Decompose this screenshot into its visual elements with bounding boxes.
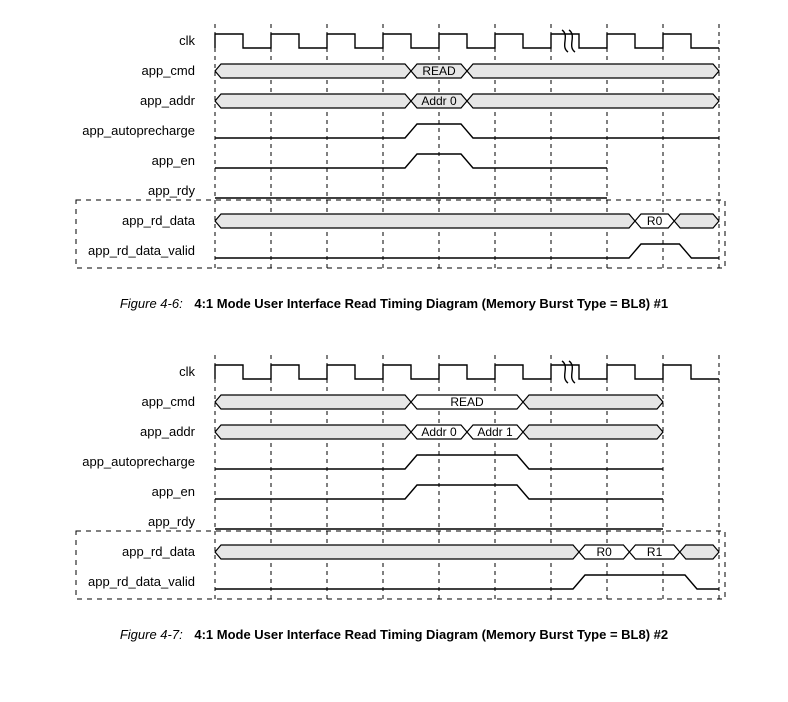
svg-text:app_cmd: app_cmd [142, 394, 195, 409]
caption-title-1: 4:1 Mode User Interface Read Timing Diag… [194, 296, 668, 311]
timing-svg-1: clk app_cmd READ app_addr Addr 0 app_autoprec… [20, 20, 780, 278]
svg-text:R0: R0 [647, 214, 663, 228]
svg-text:app_rdy: app_rdy [148, 514, 195, 529]
svg-text:app_rd_data: app_rd_data [122, 544, 196, 559]
svg-text:app_autoprecharge: app_autoprecharge [82, 123, 195, 138]
svg-text:R1: R1 [647, 545, 663, 559]
svg-text:app_addr: app_addr [140, 424, 196, 439]
svg-text:app_addr: app_addr [140, 93, 196, 108]
svg-text:app_rdy: app_rdy [148, 183, 195, 198]
svg-text:app_en: app_en [152, 484, 195, 499]
svg-text:Addr 0: Addr 0 [421, 425, 457, 439]
svg-text:app_cmd: app_cmd [142, 63, 195, 78]
caption-title-2: 4:1 Mode User Interface Read Timing Diag… [194, 627, 668, 642]
timing-diagram-2: clk app_cmd READ app_addr Addr 0 Addr 1 app_au… [20, 351, 768, 609]
svg-text:READ: READ [450, 395, 484, 409]
svg-text:app_autoprecharge: app_autoprecharge [82, 454, 195, 469]
figure-caption-2: Figure 4-7: 4:1 Mode User Interface Read… [20, 627, 768, 642]
svg-text:app_rd_data: app_rd_data [122, 213, 196, 228]
svg-text:Addr 1: Addr 1 [477, 425, 513, 439]
svg-text:app_rd_data_valid: app_rd_data_valid [88, 574, 195, 589]
svg-text:READ: READ [422, 64, 456, 78]
timing-diagram-1: clk app_cmd READ app_addr Addr 0 app_autoprec… [20, 20, 768, 278]
svg-text:Addr 0: Addr 0 [421, 94, 457, 108]
caption-label-2: Figure 4-7: [120, 627, 183, 642]
caption-label-1: Figure 4-6: [120, 296, 183, 311]
svg-text:clk: clk [179, 33, 195, 48]
figure-caption-1: Figure 4-6: 4:1 Mode User Interface Read… [20, 296, 768, 311]
svg-text:app_en: app_en [152, 153, 195, 168]
svg-text:app_rd_data_valid: app_rd_data_valid [88, 243, 195, 258]
timing-svg-2: clk app_cmd READ app_addr Addr 0 Addr 1 app_au… [20, 351, 780, 609]
svg-text:clk: clk [179, 364, 195, 379]
svg-text:R0: R0 [597, 545, 613, 559]
